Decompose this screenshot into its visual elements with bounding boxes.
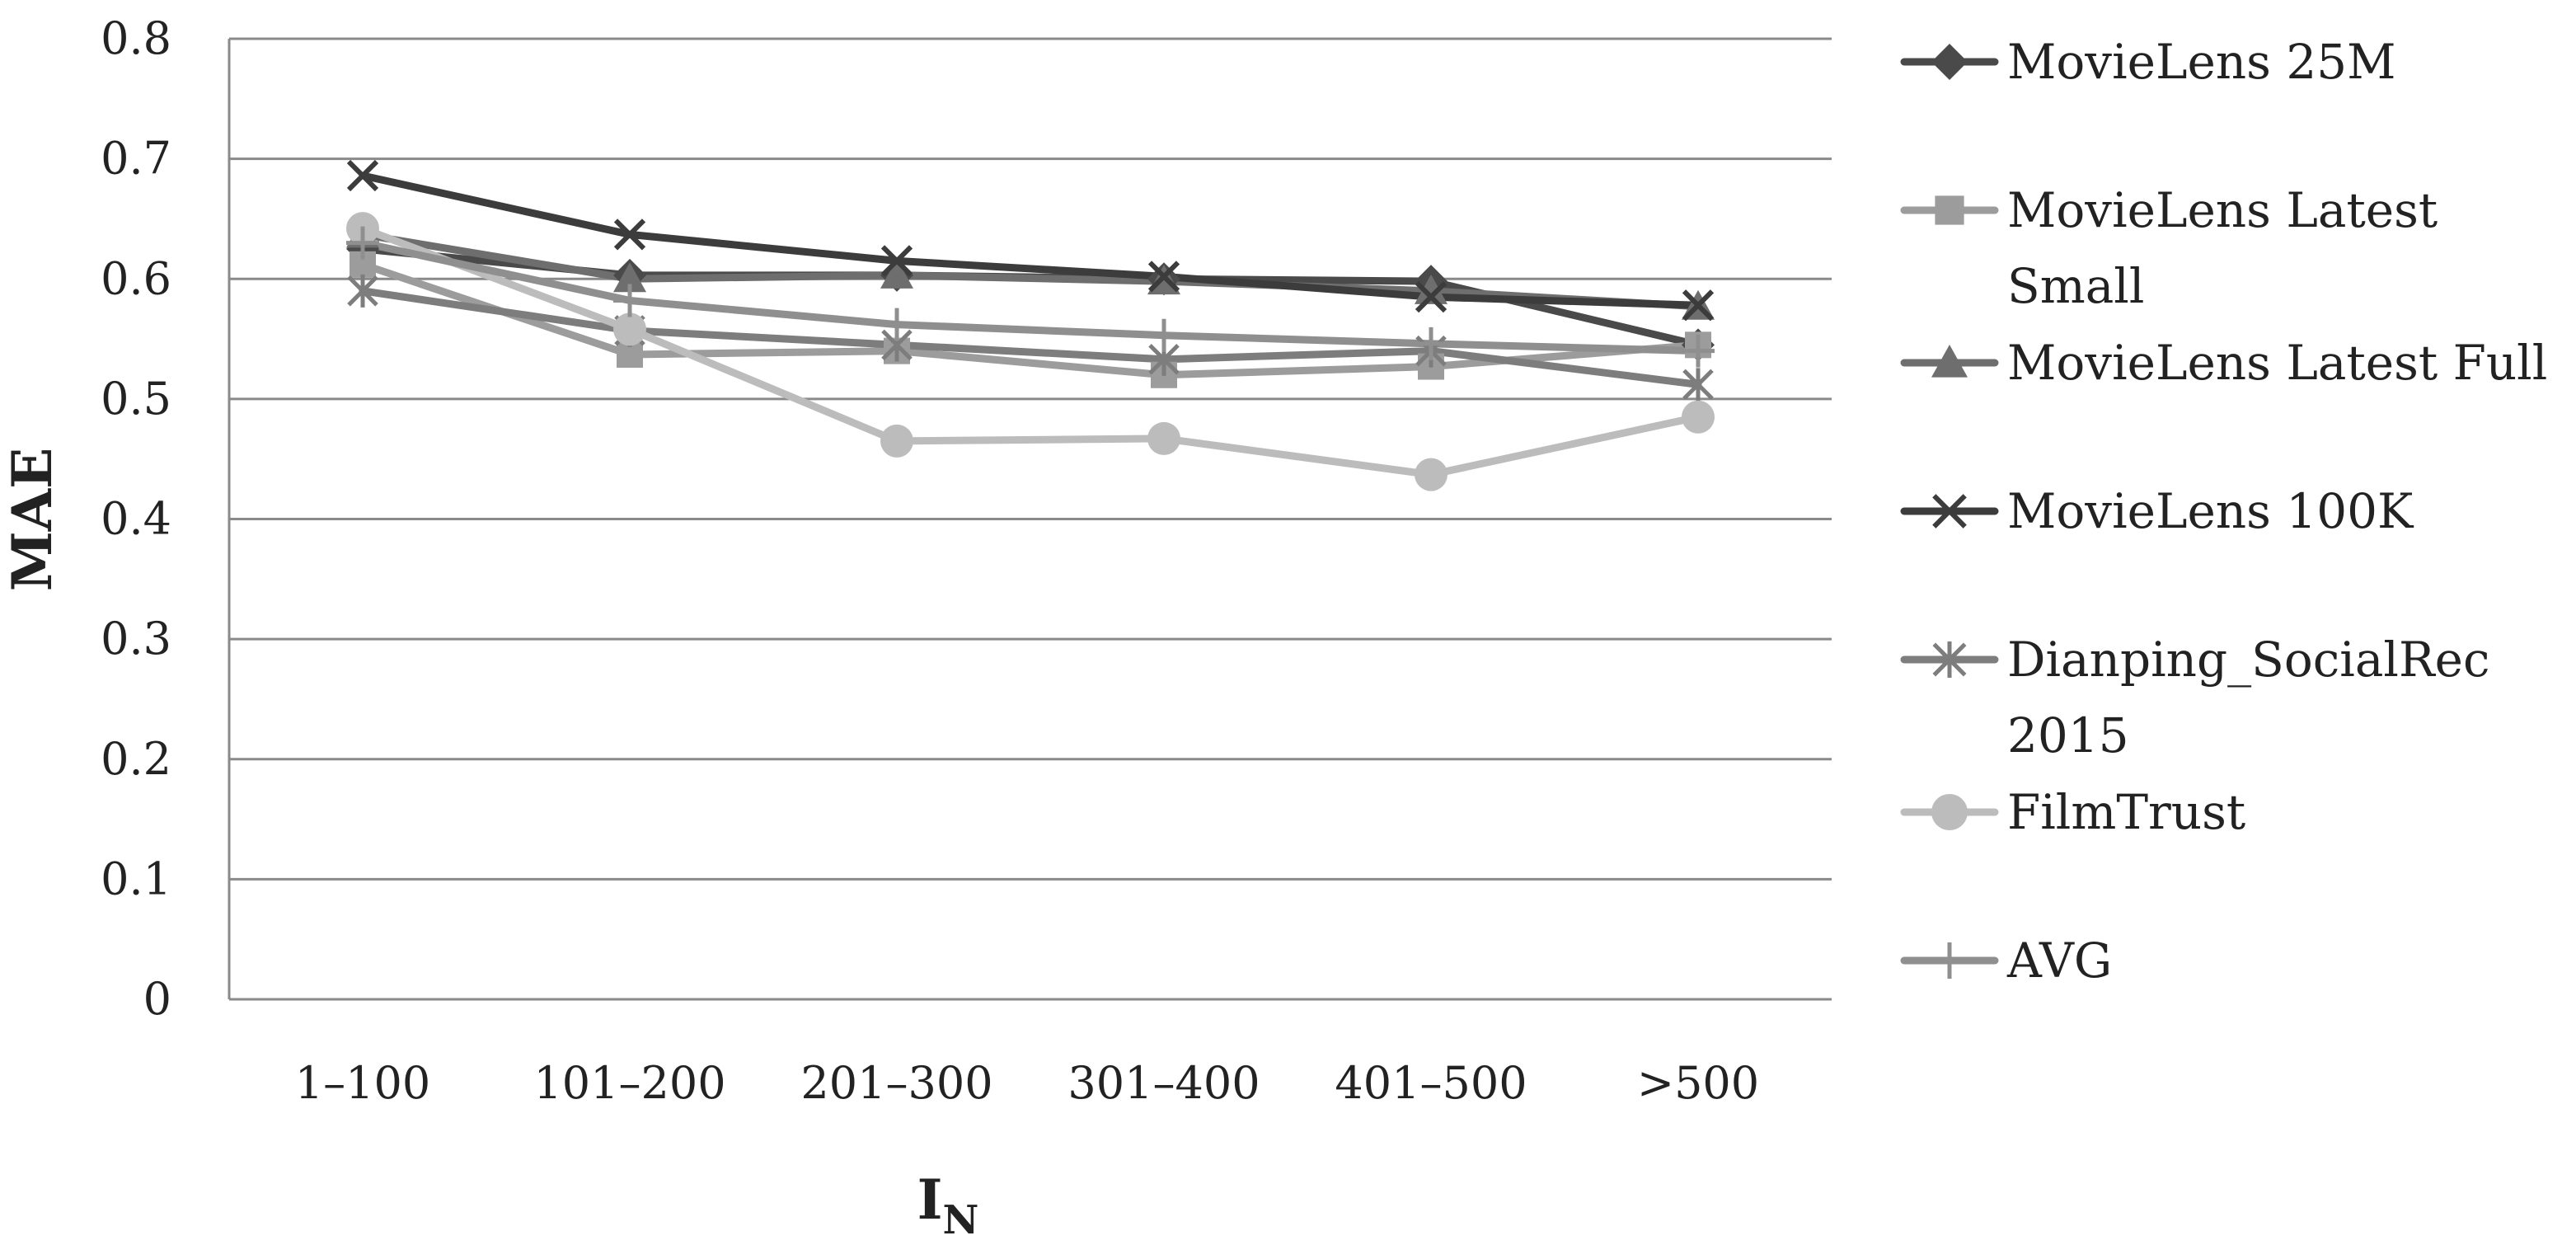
legend-swatch-marker bbox=[1932, 494, 1967, 529]
y-tick-label: 0.5 bbox=[101, 373, 171, 425]
x-tick-label: 1–100 bbox=[295, 1057, 430, 1109]
legend-item: MovieLens 100K bbox=[1900, 483, 2414, 539]
series-line bbox=[359, 230, 1702, 311]
data-point bbox=[1147, 318, 1180, 352]
legend-item: MovieLens Latest Full bbox=[1900, 335, 2547, 391]
legend-label: Small bbox=[2007, 258, 2144, 314]
y-tick-label: 0.3 bbox=[101, 613, 171, 665]
legend-swatch-marker bbox=[1932, 641, 1967, 678]
x-tick-label: 201–300 bbox=[800, 1057, 992, 1109]
x-tick-label: 401–500 bbox=[1335, 1057, 1527, 1109]
legend-swatch-marker bbox=[1931, 794, 1968, 830]
x-tick-label: 101–200 bbox=[533, 1057, 725, 1109]
data-point bbox=[1682, 334, 1715, 368]
legend-label: MovieLens Latest bbox=[2007, 182, 2438, 238]
legend-swatch-marker bbox=[1931, 345, 1968, 378]
legend-label: Dianping_SocialRec bbox=[2007, 632, 2489, 688]
series-line bbox=[359, 287, 1702, 388]
data-point bbox=[880, 424, 913, 458]
data-point bbox=[1147, 421, 1180, 455]
data-point bbox=[1415, 458, 1448, 491]
data-point bbox=[880, 245, 913, 277]
data-point bbox=[1415, 280, 1448, 313]
data-point bbox=[613, 218, 646, 251]
x-axis-tick-labels: 1–100 101–200 201–300 301–400 401–500 >500 bbox=[295, 1057, 1759, 1109]
data-point bbox=[613, 262, 646, 293]
y-tick-label: 0.1 bbox=[101, 853, 171, 904]
series-line bbox=[359, 239, 1702, 355]
data-point bbox=[613, 312, 646, 346]
data-point bbox=[1682, 400, 1715, 434]
legend-label: MovieLens 25M bbox=[2007, 34, 2396, 90]
data-point bbox=[1415, 327, 1448, 360]
x-axis-title-main: I bbox=[917, 1167, 943, 1232]
y-tick-label: 0.6 bbox=[101, 252, 171, 304]
legend-label: MovieLens Latest Full bbox=[2007, 335, 2547, 391]
data-point bbox=[347, 274, 378, 308]
y-axis-title: MAE bbox=[0, 448, 64, 592]
x-axis-title: IN bbox=[917, 1167, 979, 1243]
data-point bbox=[1415, 274, 1448, 304]
data-point bbox=[1682, 289, 1715, 322]
legend-label: 2015 bbox=[2007, 707, 2129, 763]
y-tick-label: 0.8 bbox=[101, 12, 171, 64]
legend-label: MovieLens 100K bbox=[2007, 483, 2414, 539]
legend-item: AVG bbox=[1900, 933, 2112, 989]
data-point bbox=[1147, 261, 1180, 293]
series-lines bbox=[359, 171, 1702, 479]
series-line bbox=[359, 171, 1702, 309]
x-axis-title-subscript: N bbox=[943, 1197, 979, 1243]
data-point bbox=[1682, 368, 1714, 402]
legend-swatch-marker bbox=[1935, 195, 1964, 225]
x-tick-label: >500 bbox=[1637, 1057, 1759, 1109]
data-point bbox=[880, 258, 913, 289]
y-tick-label: 0 bbox=[143, 973, 171, 1025]
y-tick-label: 0.7 bbox=[101, 133, 171, 185]
data-point bbox=[346, 226, 379, 260]
y-axis-tick-labels: 0 0.1 0.2 0.3 0.4 0.5 0.6 0.7 0.8 bbox=[101, 12, 171, 1025]
legend-swatch-marker bbox=[1931, 44, 1968, 80]
series-line bbox=[359, 261, 1702, 379]
series-markers bbox=[346, 159, 1715, 491]
y-tick-label: 0.2 bbox=[101, 733, 171, 785]
data-point bbox=[880, 308, 913, 341]
legend-item: MovieLens Latest Small bbox=[1900, 182, 2438, 314]
y-tick-label: 0.4 bbox=[101, 493, 171, 545]
legend-item: FilmTrust bbox=[1900, 784, 2245, 840]
gridlines bbox=[228, 37, 1832, 1001]
series-line bbox=[359, 224, 1702, 479]
legend-label: AVG bbox=[2006, 933, 2112, 989]
data-point bbox=[346, 159, 379, 192]
x-tick-label: 301–400 bbox=[1067, 1057, 1260, 1109]
data-point bbox=[613, 284, 646, 317]
legend-item: MovieLens 25M bbox=[1900, 34, 2396, 90]
legend-item: Dianping_SocialRec 2015 bbox=[1900, 632, 2489, 763]
plot-area: 0 0.1 0.2 0.3 0.4 0.5 0.6 0.7 0.8 1–100 101–200 20… bbox=[101, 12, 1832, 1109]
legend-label: FilmTrust bbox=[2007, 784, 2245, 840]
legend-swatch-marker bbox=[1931, 942, 1968, 979]
